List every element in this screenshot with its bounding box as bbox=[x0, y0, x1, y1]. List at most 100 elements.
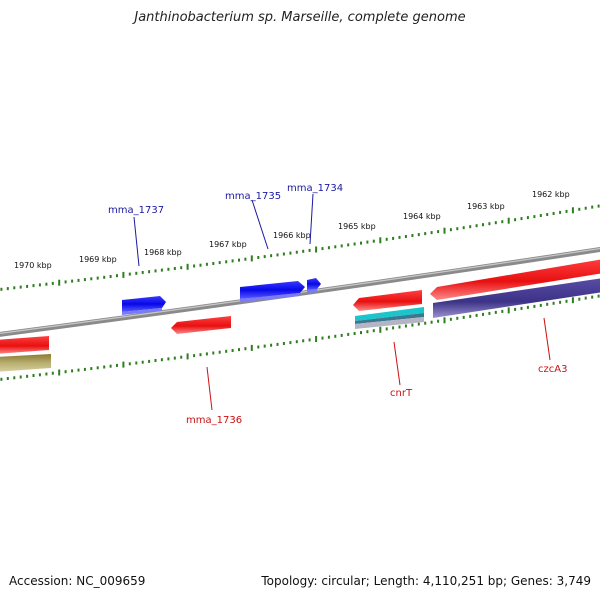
inner-minor-tick bbox=[90, 367, 93, 371]
inner-minor-tick bbox=[578, 297, 581, 301]
inner-minor-tick bbox=[282, 342, 285, 345]
outer-minor-tick bbox=[77, 278, 80, 282]
gene-mma-1735[interactable] bbox=[240, 281, 305, 302]
inner-minor-tick bbox=[514, 307, 517, 311]
gene-mma-1734[interactable] bbox=[307, 278, 321, 293]
inner-minor-tick bbox=[270, 343, 273, 347]
outer-minor-tick bbox=[225, 260, 228, 264]
outer-minor-tick bbox=[244, 257, 247, 261]
outer-minor-tick bbox=[238, 258, 240, 262]
outer-major-tick bbox=[186, 263, 189, 270]
outer-minor-tick bbox=[334, 245, 337, 249]
inner-minor-tick bbox=[141, 360, 144, 364]
cds-czcA3[interactable] bbox=[433, 277, 600, 318]
inner-major-tick bbox=[379, 326, 382, 333]
inner-minor-tick bbox=[353, 332, 356, 335]
outer-minor-tick bbox=[526, 216, 529, 220]
inner-minor-tick bbox=[193, 354, 196, 358]
outer-minor-tick bbox=[205, 262, 208, 266]
leader-mma-1737 bbox=[133, 216, 140, 267]
inner-minor-tick bbox=[559, 300, 562, 304]
outer-minor-tick bbox=[218, 261, 221, 265]
inner-minor-tick bbox=[424, 321, 427, 325]
inner-minor-tick bbox=[64, 370, 67, 374]
inner-minor-tick bbox=[372, 329, 375, 333]
outer-minor-tick bbox=[6, 287, 9, 291]
outer-minor-tick bbox=[295, 250, 298, 254]
gene-cnrT[interactable] bbox=[353, 290, 422, 311]
cds-left-edge[interactable] bbox=[0, 354, 51, 372]
leader-mma-1735 bbox=[251, 199, 269, 250]
outer-minor-tick bbox=[559, 210, 562, 214]
gene-left-edge-red[interactable] bbox=[0, 336, 49, 354]
inner-minor-tick bbox=[475, 313, 478, 317]
gene-mma-1736[interactable] bbox=[171, 316, 231, 334]
ruler-label-1967: 1967 kbp bbox=[209, 240, 247, 249]
outer-minor-tick bbox=[462, 226, 465, 230]
outer-minor-tick bbox=[270, 254, 273, 258]
gene-mma-1737[interactable] bbox=[122, 296, 166, 315]
outer-minor-tick bbox=[437, 230, 440, 234]
outer-ruler-ticks bbox=[0, 204, 600, 291]
outer-major-tick bbox=[250, 255, 253, 262]
ruler-label-1970: 1970 kbp bbox=[14, 261, 52, 270]
inner-minor-tick bbox=[360, 331, 362, 335]
label-mma-1735[interactable]: mma_1735 bbox=[225, 191, 281, 202]
outer-minor-tick bbox=[475, 224, 478, 228]
inner-minor-tick bbox=[238, 348, 240, 352]
label-mma-1737[interactable]: mma_1737 bbox=[108, 205, 164, 216]
inner-minor-tick bbox=[327, 335, 330, 339]
outer-minor-tick bbox=[385, 237, 388, 241]
ruler-label-1966: 1966 kbp bbox=[273, 231, 311, 240]
inner-minor-tick bbox=[488, 311, 491, 315]
label-czcA3[interactable]: czcA3 bbox=[538, 364, 567, 375]
inner-ruler-ticks bbox=[0, 294, 600, 381]
inner-minor-tick bbox=[462, 315, 465, 319]
inner-minor-tick bbox=[308, 338, 311, 342]
label-mma-1736[interactable]: mma_1736 bbox=[186, 415, 242, 426]
outer-minor-tick bbox=[173, 267, 176, 270]
cds-cnrT[interactable] bbox=[355, 307, 424, 329]
inner-minor-tick bbox=[135, 361, 138, 365]
outer-minor-tick bbox=[116, 274, 118, 278]
outer-minor-tick bbox=[96, 276, 99, 280]
inner-major-tick bbox=[507, 307, 510, 314]
outer-minor-tick bbox=[154, 269, 157, 273]
inner-major-tick bbox=[443, 317, 446, 324]
inner-minor-tick bbox=[148, 359, 151, 363]
inner-minor-tick bbox=[51, 371, 54, 375]
ruler-label-1962: 1962 kbp bbox=[532, 190, 570, 199]
outer-minor-tick bbox=[289, 251, 292, 255]
gene-czcA3[interactable] bbox=[430, 258, 600, 300]
outer-minor-tick bbox=[398, 235, 401, 239]
inner-minor-tick bbox=[77, 368, 80, 372]
inner-minor-tick bbox=[430, 320, 433, 324]
outer-minor-tick bbox=[347, 243, 350, 247]
outer-minor-tick bbox=[128, 272, 131, 276]
inner-minor-tick bbox=[167, 357, 170, 361]
outer-minor-tick bbox=[231, 259, 234, 263]
inner-minor-tick bbox=[597, 294, 600, 298]
outer-minor-tick bbox=[539, 214, 542, 217]
outer-minor-tick bbox=[360, 241, 362, 245]
inner-minor-tick bbox=[295, 340, 298, 344]
outer-minor-tick bbox=[19, 285, 22, 289]
inner-minor-tick bbox=[469, 314, 472, 318]
inner-minor-tick bbox=[437, 319, 440, 323]
outer-minor-tick bbox=[167, 267, 170, 271]
accession-label: Accession: NC_009659 bbox=[9, 574, 146, 588]
inner-minor-tick bbox=[71, 369, 74, 373]
outer-minor-tick bbox=[404, 235, 407, 238]
label-mma-1734[interactable]: mma_1734 bbox=[287, 183, 343, 194]
inner-minor-tick bbox=[109, 364, 112, 368]
ruler-label-1969: 1969 kbp bbox=[79, 255, 117, 264]
outer-minor-tick bbox=[430, 231, 433, 235]
outer-minor-tick bbox=[366, 240, 369, 244]
outer-minor-tick bbox=[424, 232, 427, 236]
label-cnrT[interactable]: cnrT bbox=[390, 388, 413, 399]
inner-major-tick bbox=[58, 369, 61, 376]
inner-minor-tick bbox=[321, 336, 324, 340]
outer-minor-tick bbox=[83, 278, 86, 282]
inner-minor-tick bbox=[19, 375, 22, 379]
outer-minor-tick bbox=[257, 256, 260, 259]
